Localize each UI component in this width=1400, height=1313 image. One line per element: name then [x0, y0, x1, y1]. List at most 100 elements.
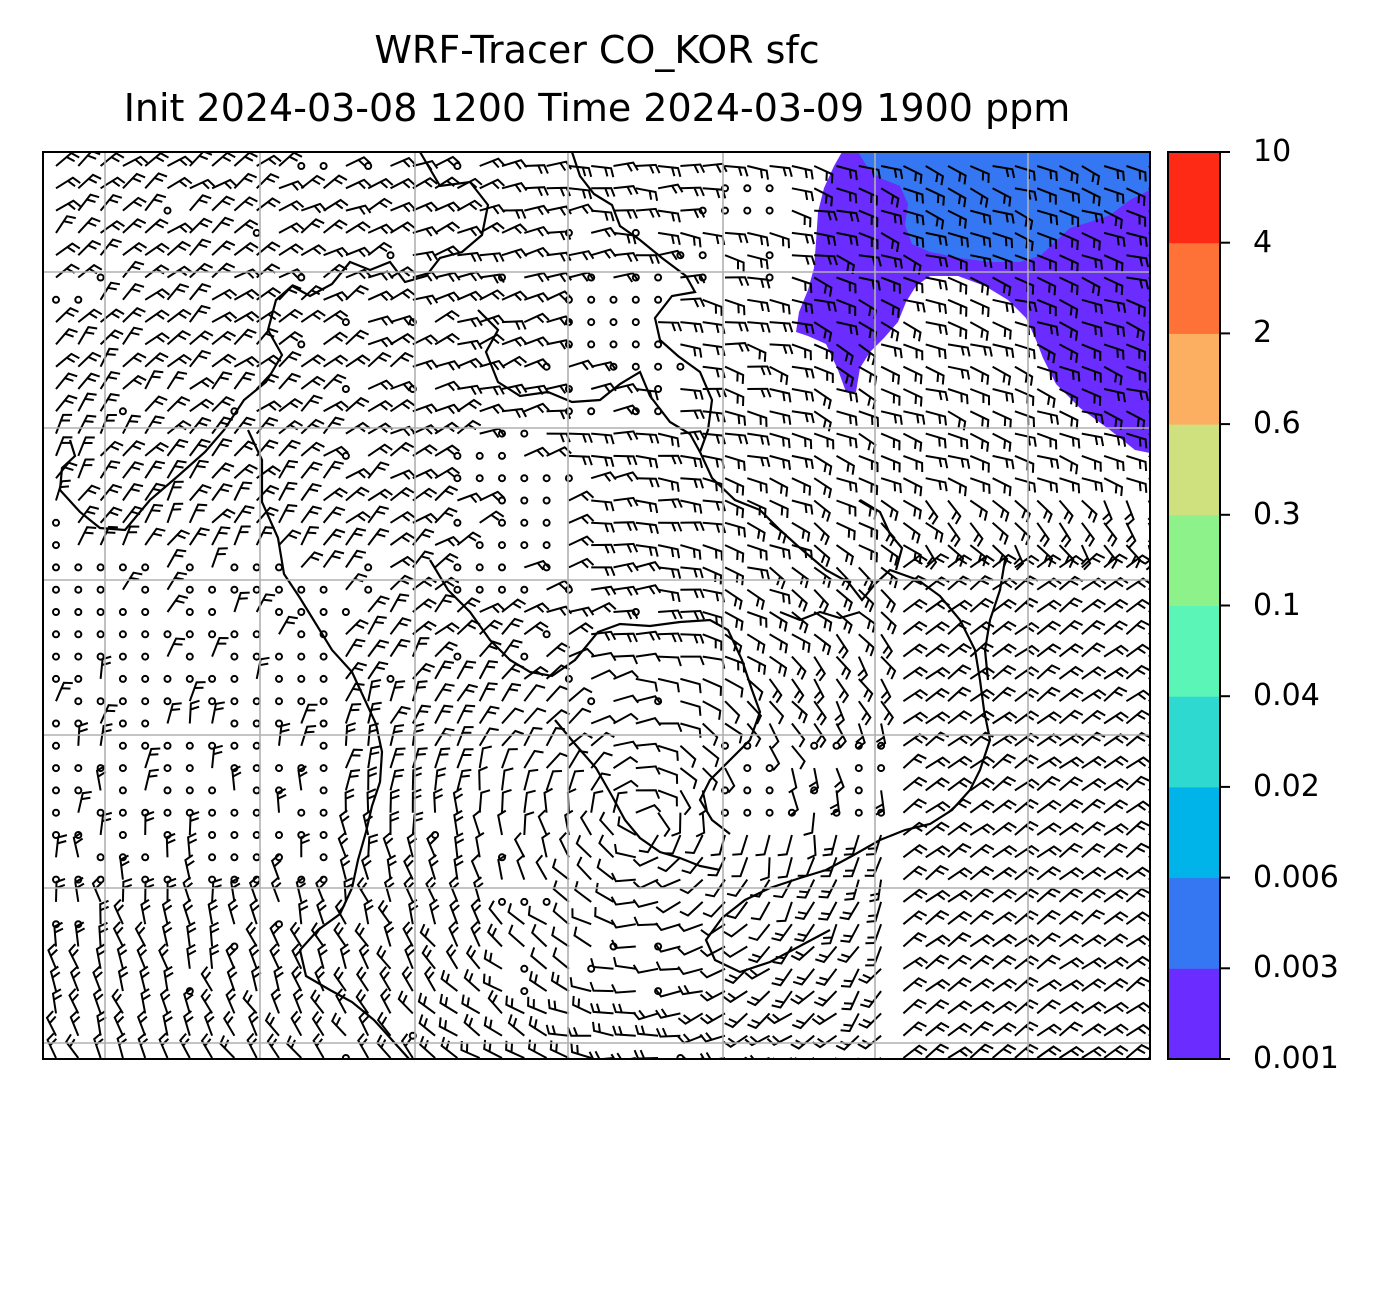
- wind-barb-calm: [319, 697, 328, 706]
- wind-barb: [858, 633, 875, 657]
- wind-barb: [632, 1009, 659, 1021]
- wind-barb: [1036, 187, 1057, 205]
- wind-barb: [412, 359, 439, 371]
- wind-barb-calm: [676, 251, 685, 260]
- wind-barb: [457, 492, 483, 504]
- wind-barb: [991, 643, 1017, 658]
- wind-barb: [724, 544, 745, 563]
- wind-barb: [677, 984, 703, 996]
- wind-barb: [1036, 365, 1058, 382]
- wind-barb-calm: [297, 162, 306, 170]
- wind-barb-calm: [275, 764, 283, 773]
- wind-barb: [166, 308, 192, 323]
- wind-barb: [858, 678, 874, 703]
- wind-barb: [55, 834, 68, 858]
- wind-barb: [744, 1034, 771, 1047]
- wind-barb: [166, 459, 187, 479]
- wind-barb-calm: [587, 340, 596, 349]
- wind-barb: [902, 521, 921, 544]
- wind-barb: [750, 901, 771, 921]
- wind-barb: [858, 968, 882, 984]
- wind-barb: [434, 507, 458, 524]
- wind-barb: [456, 597, 481, 613]
- wind-barb: [122, 461, 144, 479]
- wind-barb: [568, 203, 595, 215]
- wind-barb: [1014, 298, 1038, 313]
- wind-barb: [479, 385, 505, 396]
- wind-barb: [902, 998, 927, 1015]
- wind-barb: [457, 357, 483, 369]
- wind-barb: [1125, 820, 1150, 836]
- wind-barb-calm: [52, 295, 60, 304]
- wind-barb: [122, 307, 146, 323]
- wind-barb: [367, 488, 393, 502]
- wind-barb: [166, 548, 187, 568]
- wind-barb: [111, 988, 124, 1014]
- wind-barb-calm: [297, 697, 306, 706]
- wind-barb: [412, 576, 437, 591]
- wind-barb: [1125, 866, 1150, 881]
- wind-barb: [456, 704, 476, 724]
- wind-barb: [1014, 798, 1039, 814]
- wind-barb: [1125, 887, 1150, 903]
- wind-barb: [278, 504, 298, 524]
- wind-barb: [255, 173, 280, 190]
- wind-barb: [1103, 842, 1128, 859]
- wind-barb: [233, 241, 259, 256]
- wind-barb: [1125, 842, 1150, 859]
- wind-barb-calm: [52, 563, 60, 572]
- wind-barb: [440, 969, 459, 992]
- wind-barb: [211, 311, 238, 323]
- wind-barb: [902, 843, 928, 859]
- wind-barb: [769, 388, 792, 403]
- wind-barb: [1058, 1021, 1084, 1037]
- wind-barb-calm: [542, 630, 551, 639]
- wind-barb-calm: [453, 518, 462, 527]
- wind-barb: [188, 681, 206, 702]
- wind-barb: [842, 856, 860, 878]
- wind-barb: [835, 588, 853, 612]
- wind-barb: [1058, 887, 1084, 903]
- wind-barb: [769, 499, 789, 518]
- wind-barb: [680, 588, 705, 599]
- wind-barb: [836, 521, 856, 541]
- wind-barb: [635, 521, 659, 535]
- wind-barb: [813, 365, 834, 383]
- wind-barb: [136, 1010, 148, 1037]
- wind-barb: [227, 898, 239, 925]
- wind-barb: [189, 152, 213, 167]
- wind-barb: [1081, 343, 1102, 361]
- wind-barb: [679, 901, 704, 917]
- wind-barb: [322, 219, 348, 234]
- wind-barb: [925, 432, 947, 449]
- wind-barb: [412, 487, 438, 502]
- wind-barb: [598, 834, 615, 859]
- wind-barb: [211, 371, 233, 390]
- wind-barb: [947, 276, 968, 295]
- wind-barb: [680, 655, 705, 666]
- wind-barb: [925, 1021, 950, 1037]
- wind-barb: [699, 1051, 726, 1059]
- wind-barb: [1036, 643, 1062, 658]
- wind-barb-calm: [520, 496, 529, 505]
- wind-barb: [1036, 231, 1058, 249]
- wind-barb: [925, 298, 947, 315]
- wind-barb: [947, 1022, 973, 1037]
- wind-barb-calm: [74, 630, 83, 639]
- wind-barb: [339, 943, 351, 970]
- wind-barb: [69, 1010, 81, 1037]
- wind-barb: [211, 178, 238, 190]
- wind-barb: [389, 288, 416, 301]
- wind-barb: [367, 595, 390, 613]
- wind-barb: [811, 1012, 838, 1026]
- wind-barb: [456, 398, 482, 413]
- wind-barb-calm: [475, 541, 484, 550]
- wind-barb: [880, 611, 897, 635]
- wind-barb-calm: [564, 228, 573, 237]
- wind-barb-calm: [52, 764, 60, 773]
- wind-barb: [1058, 842, 1083, 859]
- wind-barb: [77, 308, 103, 323]
- wind-barb-calm: [275, 719, 283, 728]
- wind-barb: [657, 165, 682, 178]
- wind-barb: [389, 486, 415, 502]
